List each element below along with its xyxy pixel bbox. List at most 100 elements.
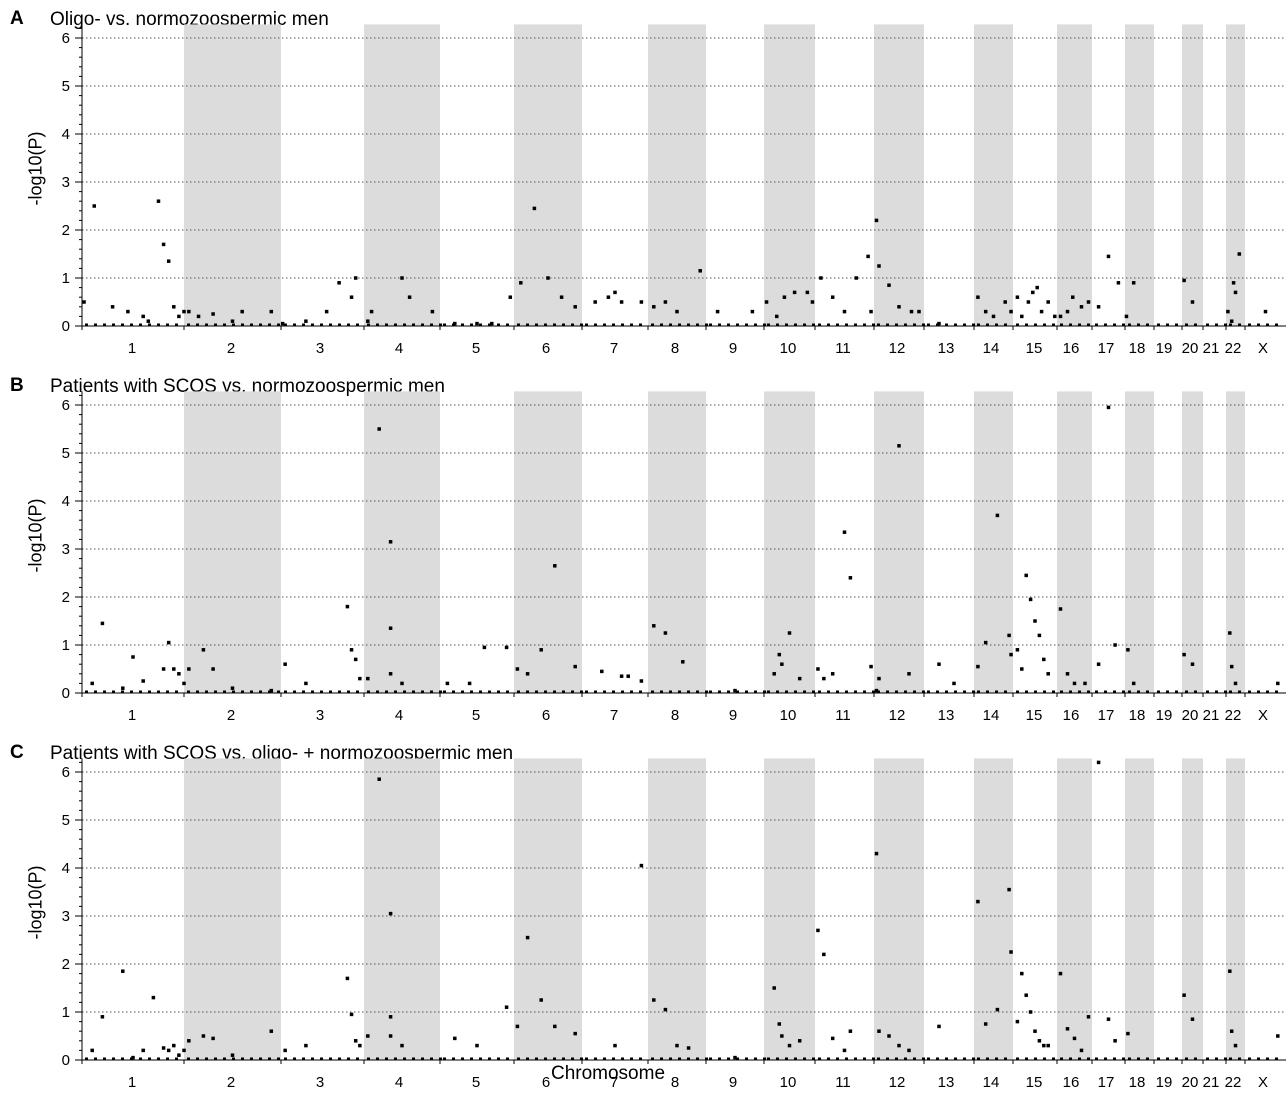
chromosome-band-8	[648, 391, 706, 693]
snp-point	[1228, 631, 1232, 635]
snp-point	[526, 323, 529, 326]
snp-point	[311, 323, 314, 326]
x-tick-label: 16	[1063, 340, 1080, 357]
snp-point	[345, 976, 350, 981]
snp-point	[1104, 323, 1107, 326]
snp-point	[515, 667, 520, 671]
snp-point	[1016, 323, 1019, 326]
snp-point	[715, 309, 720, 314]
snp-point	[733, 1055, 737, 1060]
snp-point	[110, 305, 115, 309]
snp-point	[166, 690, 169, 693]
snp-point	[293, 323, 296, 326]
snp-point	[345, 604, 350, 609]
snp-point	[754, 690, 757, 693]
snp-point	[1126, 648, 1130, 652]
snp-point	[196, 323, 199, 326]
snp-point	[94, 323, 97, 326]
snp-point	[366, 319, 370, 323]
x-tick-label: 4	[395, 707, 403, 724]
snp-point	[745, 323, 748, 326]
snp-point	[1266, 323, 1269, 326]
snp-point	[621, 1057, 624, 1060]
snp-point	[338, 1057, 341, 1060]
snp-point	[407, 295, 412, 299]
snp-point	[1113, 643, 1117, 647]
snp-point	[812, 323, 815, 326]
y-tick-label: 0	[62, 685, 70, 702]
snp-point	[385, 690, 388, 693]
snp-point	[1190, 1017, 1195, 1021]
snp-point	[539, 998, 543, 1002]
snp-point	[1146, 323, 1149, 326]
snp-point	[439, 690, 442, 693]
snp-point	[787, 631, 792, 635]
snp-point	[121, 686, 125, 690]
snp-point	[329, 323, 332, 326]
x-tick-label: 12	[889, 340, 906, 357]
snp-point	[259, 1057, 262, 1060]
x-tick-label: 3	[316, 707, 324, 724]
snp-point	[1113, 690, 1116, 693]
snp-point	[1224, 690, 1227, 693]
snp-point	[139, 323, 142, 326]
y-tick-label: 1	[62, 1004, 70, 1021]
x-tick-label: 4	[395, 1074, 403, 1091]
snp-point	[283, 662, 287, 666]
snp-point	[705, 1057, 708, 1060]
snp-point	[877, 1029, 881, 1033]
snp-point	[777, 1022, 782, 1026]
snp-point	[112, 323, 115, 326]
snp-point	[1137, 323, 1140, 326]
x-tick-label: 6	[542, 340, 550, 357]
snp-point	[470, 323, 473, 326]
snp-point	[1037, 1039, 1042, 1043]
snp-point	[845, 1057, 848, 1060]
x-tick-label: 19	[1156, 707, 1173, 724]
snp-point	[1229, 690, 1232, 693]
snp-point	[600, 669, 604, 674]
snp-point	[571, 1057, 574, 1060]
snp-point	[403, 323, 406, 326]
snp-point	[172, 667, 176, 671]
x-tick-label: 18	[1129, 340, 1146, 357]
snp-point	[1069, 690, 1072, 693]
snp-point	[148, 323, 151, 326]
snp-point	[388, 1034, 393, 1038]
snp-point	[1043, 690, 1046, 693]
snp-point	[1079, 1048, 1084, 1053]
snp-point	[358, 1043, 362, 1048]
snp-point	[562, 1057, 565, 1060]
snp-point	[388, 672, 393, 676]
snp-point	[479, 1057, 482, 1060]
snp-point	[772, 986, 776, 990]
snp-point	[366, 1034, 370, 1038]
snp-point	[187, 690, 190, 693]
snp-point	[630, 690, 633, 693]
chromosome-band-2	[184, 391, 281, 693]
snp-point	[812, 1057, 815, 1060]
snp-point	[895, 1057, 898, 1060]
snp-point	[268, 1057, 271, 1060]
snp-point	[1106, 254, 1111, 259]
snp-point	[1078, 690, 1081, 693]
snp-point	[886, 690, 889, 693]
snp-point	[421, 690, 424, 693]
snp-point	[810, 300, 815, 304]
snp-point	[803, 1057, 806, 1060]
snp-point	[652, 998, 656, 1002]
snp-point	[1166, 690, 1169, 693]
snp-point	[681, 660, 685, 664]
snp-point	[1086, 300, 1091, 304]
snp-point	[863, 323, 866, 326]
snp-point	[535, 323, 538, 326]
snp-point	[1069, 1057, 1072, 1060]
snp-point	[827, 323, 830, 326]
chromosome-band-14	[974, 758, 1013, 1060]
snp-point	[553, 323, 556, 326]
snp-point	[1031, 290, 1035, 295]
x-tick-label: 11	[835, 340, 851, 357]
snp-point	[1113, 1039, 1117, 1043]
snp-point	[90, 1048, 94, 1053]
snp-point	[1266, 690, 1269, 693]
